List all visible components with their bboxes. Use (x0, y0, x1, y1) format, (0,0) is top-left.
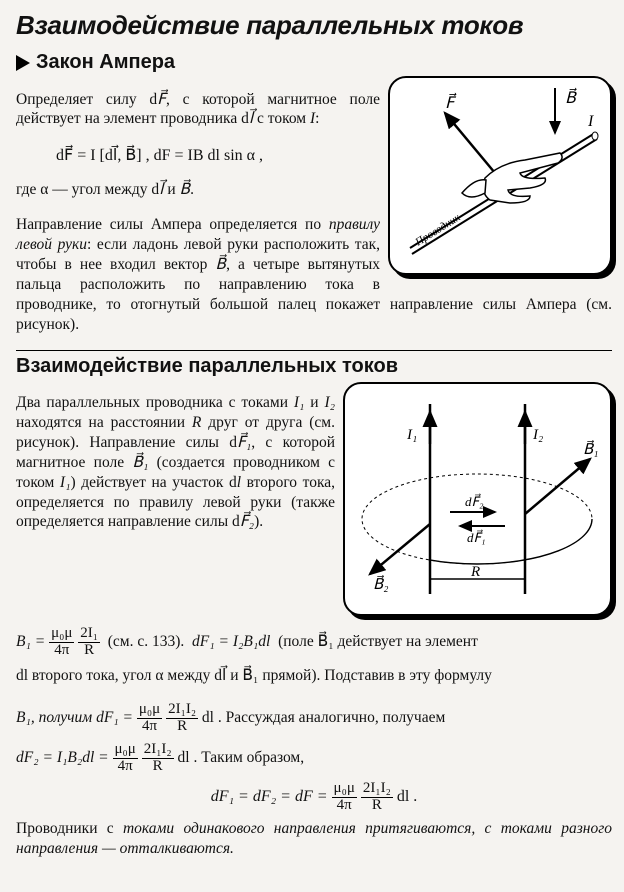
fig2-dF2: dF⃗₂ (465, 494, 484, 509)
page-title: Взаимодействие параллельных токов (16, 10, 612, 41)
figure-parallel-currents: I₁ I₂ dF⃗₂ dF⃗₁ B⃗₁ B⃗₂ R (343, 382, 612, 616)
section-2-title: Взаимодействие параллельных токов (16, 355, 612, 378)
formula-dF2-line: dF₂ = I₁B₂dl = μ₀μ4π 2I₁I₂R dl . Таким о… (16, 742, 612, 775)
fig2-dF1: dF⃗₁ (467, 530, 486, 545)
ampere-hand-svg: B⃗ F⃗ I Проводник (390, 78, 610, 273)
section-2-para-2: dl второго тока, угол α между dl⃗ и B⃗₁ … (16, 666, 612, 686)
fig1-label-conductor: Проводник (412, 211, 463, 249)
fig2-I2: I₂ (532, 427, 543, 443)
section-1-title: Закон Ампера (36, 51, 175, 74)
figure-ampere-hand: B⃗ F⃗ I Проводник (388, 76, 612, 275)
fig2-I1: I₁ (406, 427, 417, 443)
fig1-label-F: F⃗ (445, 92, 457, 112)
formula-dF1-line: B₁, получим dF₁ = μ₀μ4π 2I₁I₂R dl . Расс… (16, 702, 612, 735)
triangle-bullet-icon (16, 55, 30, 71)
fig2-R: R (470, 564, 480, 580)
fig2-B1: B⃗₁ (583, 439, 599, 458)
parallel-svg: I₁ I₂ dF⃗₂ dF⃗₁ B⃗₁ B⃗₂ R (345, 384, 610, 614)
section-1-header: Закон Ампера (16, 51, 612, 74)
fig2-B2: B⃗₂ (373, 574, 389, 593)
fig1-label-B: B⃗ (565, 87, 577, 107)
formula-B1-line: B₁ = μ₀μ4π 2I₁R (см. с. 133). dF₁ = I₂B₁… (16, 626, 612, 659)
section-2-conclusion: Проводники с токами одинакового направле… (16, 819, 612, 859)
formula-final: dF₁ = dF₂ = dF = μ₀μ4π 2I₁I₂R dl . (16, 781, 612, 814)
fig1-label-I: I (587, 113, 594, 130)
divider-rule (16, 350, 612, 351)
